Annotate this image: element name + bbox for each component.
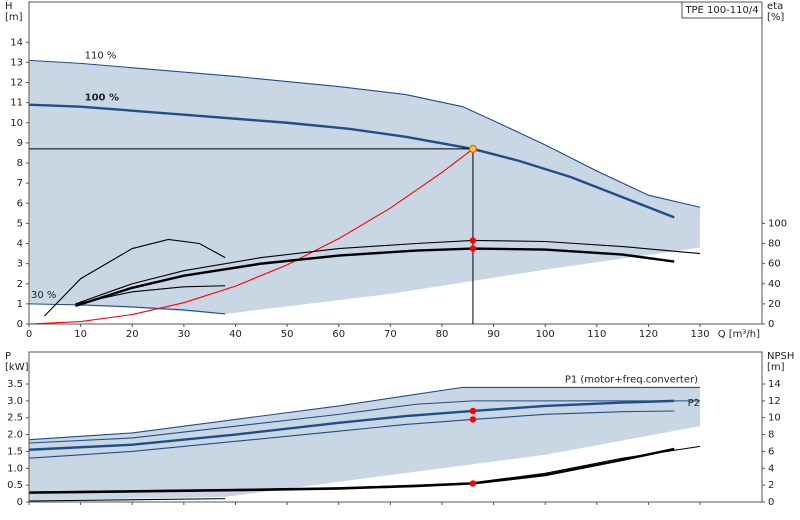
curve [28, 400, 701, 444]
curve [28, 447, 675, 494]
y-tick-label: 11 [10, 98, 23, 109]
y2-tick-label: 0 [768, 497, 774, 508]
y2-tick-label: 100 [768, 218, 787, 229]
x-tick-label: 0 [26, 329, 32, 340]
x-tick-label: 90 [487, 329, 500, 340]
y-tick-label: 1.0 [7, 463, 23, 474]
y2-tick-label: 60 [768, 259, 781, 270]
curve-label: 100 % [85, 93, 119, 104]
y-tick-label: 13 [10, 57, 23, 68]
y-tick-label: 3.0 [7, 396, 23, 407]
y2-tick-label: 14 [768, 379, 781, 390]
curve [28, 103, 675, 219]
curve [28, 148, 474, 325]
y-tick-label: 0 [17, 319, 23, 330]
y2-axis-label: [m] [767, 362, 785, 373]
x-tick-label: 10 [74, 329, 87, 340]
point [469, 237, 477, 244]
curve [28, 498, 226, 502]
chart-title: TPE 100-110/4 [684, 5, 758, 16]
y2-tick-label: 0 [768, 319, 774, 330]
y-tick-label: 10 [10, 118, 23, 129]
y-tick-label: 2.0 [7, 430, 23, 441]
x-tick-label: 20 [126, 329, 139, 340]
x-tick-label: 120 [639, 329, 658, 340]
y-axis-label: P [5, 351, 11, 362]
point [469, 245, 477, 252]
curve-label: P1 (motor+freq.converter) [565, 374, 698, 385]
curve [28, 445, 701, 493]
y2-tick-label: 6 [768, 446, 774, 457]
y-axis-label: H [5, 1, 13, 12]
title-box [681, 1, 763, 19]
curve [44, 238, 226, 317]
curve [28, 303, 226, 315]
y2-axis-label: eta [767, 1, 783, 12]
x-tick-label: 40 [229, 329, 242, 340]
x-tick-label: 50 [281, 329, 294, 340]
y2-tick-label: 8 [768, 430, 774, 441]
y-tick-label: 1.5 [7, 446, 23, 457]
curve [28, 410, 675, 459]
x-tick-label: 70 [384, 329, 397, 340]
curve-label: 110 % [85, 50, 117, 61]
curve [28, 399, 675, 451]
curve-label: P2 [688, 398, 700, 409]
x-axis-label: Q [m³/h] [718, 329, 760, 340]
x-tick-label: 30 [177, 329, 190, 340]
x-tick-label: 100 [536, 329, 555, 340]
y-tick-label: 14 [10, 37, 23, 48]
y-tick-label: 3 [17, 259, 23, 270]
plot-frame [28, 351, 763, 503]
x-tick-label: 130 [691, 329, 710, 340]
y2-tick-label: 2 [768, 480, 774, 491]
y-axis-label: [m] [5, 12, 23, 23]
y-tick-label: 9 [17, 138, 23, 149]
y-tick-label: 2.5 [7, 413, 23, 424]
y2-tick-label: 10 [768, 413, 781, 424]
y-axis-label: [kW] [5, 362, 29, 373]
y-tick-label: 6 [17, 198, 23, 209]
y-tick-label: 1 [17, 299, 23, 310]
point [469, 407, 477, 415]
y-tick-label: 7 [17, 178, 23, 189]
duty-point [468, 144, 477, 153]
curve-label: 30 % [31, 290, 56, 301]
y-tick-label: 8 [17, 158, 23, 169]
y-tick-label: 2 [17, 279, 23, 290]
y2-tick-label: 40 [768, 279, 781, 290]
curve [75, 285, 226, 305]
y2-tick-label: 12 [768, 396, 781, 407]
y-tick-label: 0.5 [7, 480, 23, 491]
y-tick-label: 4 [17, 239, 23, 250]
y-tick-label: 12 [10, 78, 23, 89]
curve [28, 59, 701, 208]
point [469, 416, 477, 423]
curve [28, 386, 701, 441]
y-tick-label: 3.5 [7, 379, 23, 390]
y-tick-label: 0 [17, 497, 23, 508]
curve [75, 239, 701, 305]
y2-tick-label: 80 [768, 239, 781, 250]
x-tick-label: 110 [587, 329, 606, 340]
x-tick-label: 60 [332, 329, 345, 340]
curve [75, 247, 675, 308]
y2-tick-label: 20 [768, 299, 781, 310]
y2-axis-label: NPSH [767, 351, 794, 362]
y2-axis-label: [%] [767, 12, 784, 23]
y2-tick-label: 4 [768, 463, 774, 474]
y-tick-label: 5 [17, 218, 23, 229]
x-tick-label: 80 [436, 329, 449, 340]
point [469, 480, 477, 487]
